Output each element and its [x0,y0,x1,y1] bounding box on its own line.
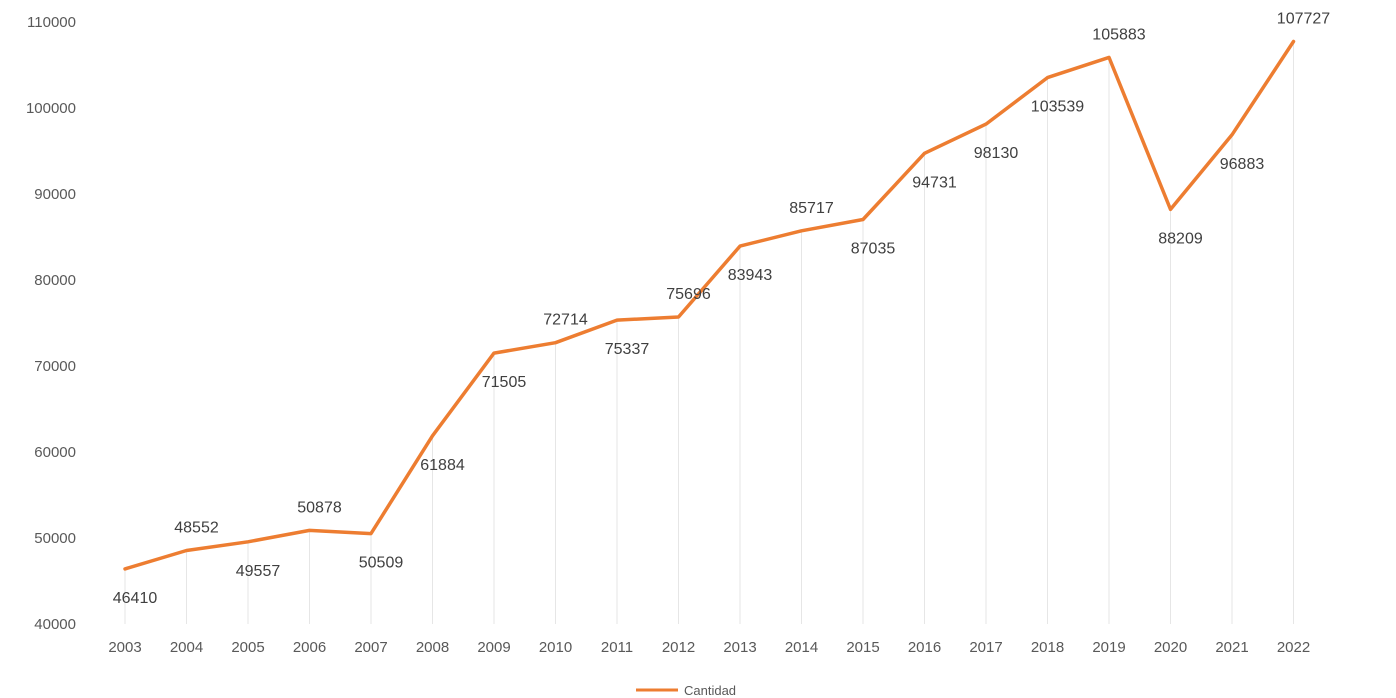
data-label: 94731 [912,174,957,191]
data-label: 88209 [1158,230,1203,247]
legend-label: Cantidad [684,683,736,698]
x-tick-label: 2003 [108,639,141,656]
y-tick-label: 90000 [34,186,76,203]
data-label: 75696 [666,286,711,303]
data-label: 98130 [974,145,1019,162]
data-label: 72714 [543,312,588,329]
y-tick-label: 110000 [27,14,76,31]
x-tick-label: 2007 [354,639,387,656]
y-tick-label: 100000 [26,100,76,117]
x-tick-label: 2019 [1092,639,1125,656]
data-label: 87035 [851,240,896,257]
x-tick-label: 2008 [416,639,449,656]
data-label: 107727 [1277,11,1330,28]
data-label: 46410 [113,590,158,607]
data-label: 49557 [236,563,281,580]
x-tick-label: 2006 [293,639,326,656]
x-tick-label: 2004 [170,639,203,656]
x-tick-label: 2009 [477,639,510,656]
x-tick-label: 2010 [539,639,572,656]
x-tick-label: 2016 [908,639,941,656]
y-tick-label: 70000 [34,358,76,375]
y-tick-label: 50000 [34,530,76,547]
x-tick-label: 2020 [1154,639,1187,656]
data-label: 50509 [359,555,404,572]
data-label: 96883 [1220,156,1265,173]
x-tick-label: 2011 [601,639,633,656]
x-tick-label: 2012 [662,639,695,656]
x-tick-label: 2005 [231,639,264,656]
data-labels: 46410 48552 49557 50878 50509 61884 71505 72714… [113,11,1331,607]
series-line [123,39,1296,571]
x-tick-label: 2022 [1277,639,1310,656]
x-tick-label: 2014 [785,639,818,656]
y-tick-label: 40000 [34,616,76,633]
legend: Cantidad [636,683,736,698]
x-tick-label: 2017 [969,639,1002,656]
x-tick-label: 2018 [1031,639,1064,656]
data-label: 71505 [482,374,527,391]
y-axis: 40000 50000 60000 70000 80000 90000 100000 1100… [26,14,76,633]
y-tick-label: 80000 [34,272,76,289]
drop-lines [124,41,1294,624]
data-label: 50878 [297,499,342,516]
data-label: 105883 [1092,26,1145,43]
y-tick-label: 60000 [34,444,76,461]
x-tick-label: 2015 [846,639,879,656]
data-label: 48552 [174,519,219,536]
x-axis: 2003 2004 2005 2006 2007 2008 2009 2010 2011 2012… [108,639,1310,656]
data-label: 85717 [789,200,834,217]
x-tick-label: 2021 [1215,639,1248,656]
data-label: 83943 [728,267,773,284]
data-label: 103539 [1031,99,1084,116]
data-label: 75337 [605,341,650,358]
x-tick-label: 2013 [723,639,756,656]
series-line-cantidad [123,39,1296,571]
data-label: 61884 [420,457,465,474]
